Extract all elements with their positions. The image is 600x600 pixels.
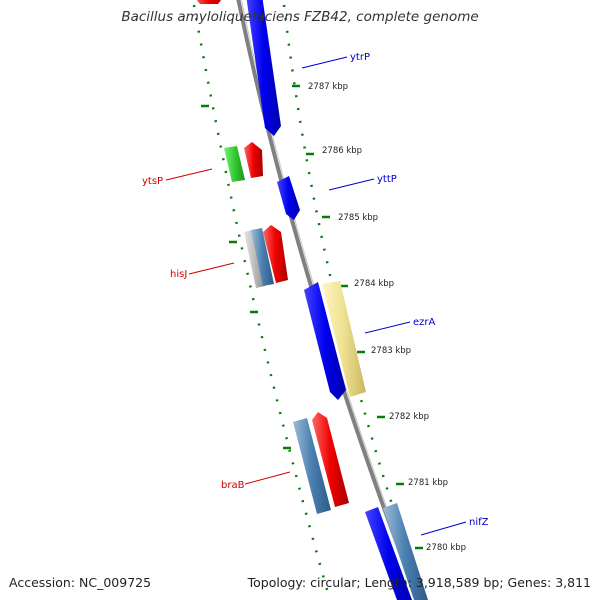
gene-feature-hisJ-grey[interactable] (244, 230, 265, 288)
gene-label-ytsP[interactable]: ytsP (142, 176, 163, 187)
gene-feature-ezrA[interactable] (304, 282, 346, 400)
gene-label-nifZ[interactable]: nifZ (469, 517, 489, 528)
gene-label-hisJ[interactable]: hisJ (170, 269, 187, 280)
kbp-tick-label: 2781 kbp (408, 478, 448, 488)
label-leader-nifZ (420, 521, 467, 536)
kbp-tick-label: 2785 kbp (338, 213, 378, 223)
genome-stats-text: Topology: circular; Length: 3,918,589 bp… (247, 575, 591, 590)
label-leader-yttP (328, 178, 375, 191)
label-leader-ezrA (364, 321, 411, 334)
kbp-tick-label: 2780 kbp (426, 543, 466, 553)
gene-feature-ytrP[interactable] (246, 0, 281, 136)
gene-feature-steel[interactable] (383, 503, 428, 600)
kbp-tick-label: 2786 kbp (322, 146, 362, 156)
kbp-tick-label: 2783 kbp (371, 346, 411, 356)
gene-feature-top-partial[interactable] (193, 0, 225, 4)
gene-feature-ytsP[interactable] (224, 146, 245, 182)
label-leader-ytrP (301, 56, 348, 69)
gene-feature-hisJ-red[interactable] (263, 225, 288, 283)
outer-tick-ring (282, 4, 426, 600)
kbp-tick-label: 2787 kbp (308, 82, 348, 92)
gene-feature-yellow[interactable] (322, 281, 366, 397)
gene-label-braB[interactable]: braB (221, 480, 245, 491)
label-leader-ytsP (165, 168, 213, 181)
kbp-tick-label: 2784 kbp (354, 279, 394, 289)
label-leader-hisJ (188, 262, 235, 275)
gene-feature-yttP[interactable] (277, 176, 300, 220)
gene-feature-braB-red[interactable] (312, 412, 349, 507)
gene-label-ezrA[interactable]: ezrA (413, 317, 436, 328)
map-title: Bacillus amyloliquefaciens FZB42, comple… (121, 9, 479, 25)
gene-label-yttP[interactable]: yttP (377, 174, 397, 185)
accession-text: Accession: NC_009725 (9, 575, 152, 590)
label-leader-braB (244, 471, 291, 485)
gene-feature-ytsP-red[interactable] (244, 142, 263, 178)
gene-feature-nifZ[interactable] (365, 507, 412, 600)
gene-label-ytrP[interactable]: ytrP (350, 52, 370, 63)
kbp-tick-label: 2782 kbp (389, 412, 429, 422)
gene-feature-braB-steel[interactable] (293, 418, 331, 514)
gene-feature-hisJ-steel[interactable] (251, 228, 274, 286)
